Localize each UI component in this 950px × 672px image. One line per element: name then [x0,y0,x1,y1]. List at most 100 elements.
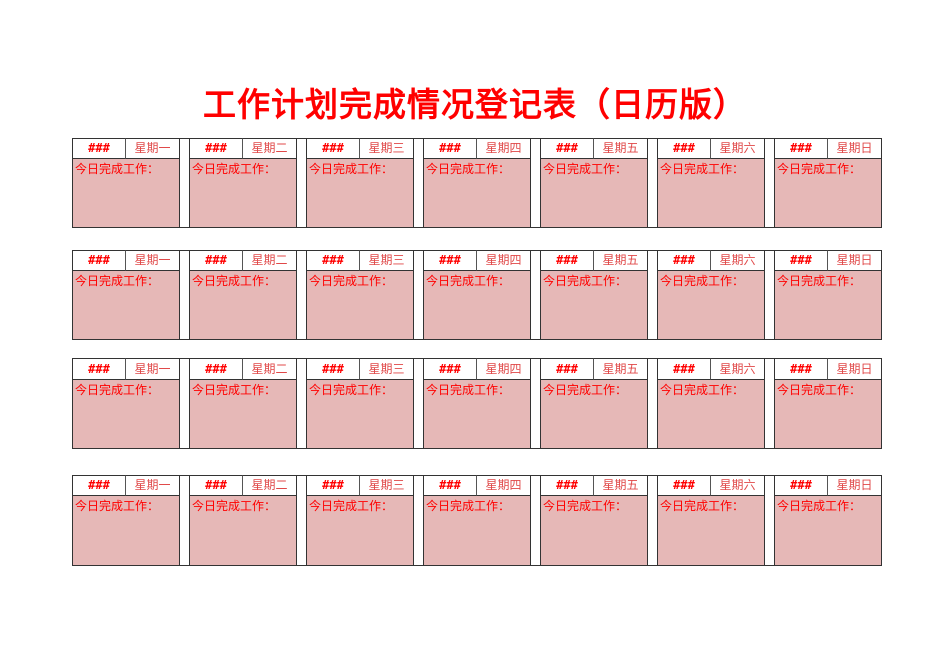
weekday-cell[interactable]: 星期五 [594,250,648,271]
work-done-cell[interactable]: 今日完成工作： [423,380,531,449]
day-cell: ### 星期六 今日完成工作： [657,138,765,228]
work-done-cell[interactable]: 今日完成工作： [72,496,180,566]
date-cell[interactable]: ### [423,250,477,271]
spacer-column [180,250,189,340]
date-cell[interactable]: ### [423,358,477,380]
spacer-column [765,358,774,449]
week-table: ### 星期一 今日完成工作： ### 星期二 今日完成工作： ### 星期三 今日完成工作： #… [72,475,882,566]
work-done-cell[interactable]: 今日完成工作： [72,380,180,449]
weekday-cell[interactable]: 星期四 [477,250,531,271]
work-done-cell[interactable]: 今日完成工作： [306,159,414,228]
weekday-cell[interactable]: 星期三 [360,358,414,380]
date-cell[interactable]: ### [72,250,126,271]
date-cell[interactable]: ### [306,475,360,496]
spacer-column [648,475,657,566]
work-done-cell[interactable]: 今日完成工作： [540,380,648,449]
weekday-cell[interactable]: 星期五 [594,138,648,159]
day-cell: ### 星期一 今日完成工作： [72,250,180,340]
work-done-cell[interactable]: 今日完成工作： [540,496,648,566]
spacer-column [297,475,306,566]
date-cell[interactable]: ### [774,138,828,159]
work-done-cell[interactable]: 今日完成工作： [657,159,765,228]
weekday-cell[interactable]: 星期一 [126,475,180,496]
date-cell[interactable]: ### [189,138,243,159]
work-done-cell[interactable]: 今日完成工作： [774,271,882,340]
date-cell[interactable]: ### [774,250,828,271]
day-cell: ### 星期六 今日完成工作： [657,358,765,449]
work-done-cell[interactable]: 今日完成工作： [657,271,765,340]
weekday-cell[interactable]: 星期六 [711,250,765,271]
date-cell[interactable]: ### [189,250,243,271]
date-cell[interactable]: ### [774,475,828,496]
date-cell[interactable]: ### [540,138,594,159]
work-done-cell[interactable]: 今日完成工作： [72,271,180,340]
weekday-cell[interactable]: 星期日 [828,138,882,159]
day-cell: ### 星期四 今日完成工作： [423,138,531,228]
work-done-cell[interactable]: 今日完成工作： [189,159,297,228]
work-done-cell[interactable]: 今日完成工作： [423,496,531,566]
day-cell: ### 星期三 今日完成工作： [306,475,414,566]
work-done-cell[interactable]: 今日完成工作： [306,380,414,449]
work-done-cell[interactable]: 今日完成工作： [774,496,882,566]
date-cell[interactable]: ### [657,475,711,496]
day-cell: ### 星期三 今日完成工作： [306,250,414,340]
date-cell[interactable]: ### [189,475,243,496]
weekday-cell[interactable]: 星期五 [594,358,648,380]
weekday-cell[interactable]: 星期三 [360,138,414,159]
work-done-cell[interactable]: 今日完成工作： [657,496,765,566]
weekday-cell[interactable]: 星期六 [711,475,765,496]
weekday-cell[interactable]: 星期一 [126,138,180,159]
date-cell[interactable]: ### [423,475,477,496]
weekday-cell[interactable]: 星期一 [126,358,180,380]
weekday-cell[interactable]: 星期二 [243,250,297,271]
work-done-cell[interactable]: 今日完成工作： [189,271,297,340]
weekday-cell[interactable]: 星期二 [243,475,297,496]
weekday-cell[interactable]: 星期日 [828,358,882,380]
work-done-cell[interactable]: 今日完成工作： [540,271,648,340]
date-cell[interactable]: ### [72,475,126,496]
date-cell[interactable]: ### [540,358,594,380]
date-cell[interactable]: ### [657,358,711,380]
date-cell[interactable]: ### [72,138,126,159]
date-cell[interactable]: ### [189,358,243,380]
work-done-cell[interactable]: 今日完成工作： [306,496,414,566]
weekday-cell[interactable]: 星期六 [711,138,765,159]
date-cell[interactable]: ### [774,358,828,380]
work-done-cell[interactable]: 今日完成工作： [423,271,531,340]
day-cell: ### 星期日 今日完成工作： [774,138,882,228]
work-done-cell[interactable]: 今日完成工作： [306,271,414,340]
work-done-cell[interactable]: 今日完成工作： [189,380,297,449]
date-cell[interactable]: ### [540,475,594,496]
date-cell[interactable]: ### [72,358,126,380]
day-cell: ### 星期五 今日完成工作： [540,250,648,340]
work-done-cell[interactable]: 今日完成工作： [774,159,882,228]
weekday-cell[interactable]: 星期三 [360,250,414,271]
weekday-cell[interactable]: 星期二 [243,138,297,159]
work-done-cell[interactable]: 今日完成工作： [540,159,648,228]
spacer-column [648,138,657,228]
date-cell[interactable]: ### [306,138,360,159]
weekday-cell[interactable]: 星期日 [828,250,882,271]
weekday-cell[interactable]: 星期二 [243,358,297,380]
spacer-column [648,250,657,340]
date-cell[interactable]: ### [657,138,711,159]
work-done-cell[interactable]: 今日完成工作： [189,496,297,566]
date-cell[interactable]: ### [540,250,594,271]
weekday-cell[interactable]: 星期四 [477,358,531,380]
weekday-cell[interactable]: 星期四 [477,475,531,496]
weekday-cell[interactable]: 星期一 [126,250,180,271]
work-done-cell[interactable]: 今日完成工作： [423,159,531,228]
spacer-column [765,250,774,340]
date-cell[interactable]: ### [657,250,711,271]
weekday-cell[interactable]: 星期五 [594,475,648,496]
date-cell[interactable]: ### [306,358,360,380]
weekday-cell[interactable]: 星期六 [711,358,765,380]
date-cell[interactable]: ### [306,250,360,271]
weekday-cell[interactable]: 星期日 [828,475,882,496]
date-cell[interactable]: ### [423,138,477,159]
work-done-cell[interactable]: 今日完成工作： [774,380,882,449]
work-done-cell[interactable]: 今日完成工作： [72,159,180,228]
weekday-cell[interactable]: 星期三 [360,475,414,496]
weekday-cell[interactable]: 星期四 [477,138,531,159]
work-done-cell[interactable]: 今日完成工作： [657,380,765,449]
